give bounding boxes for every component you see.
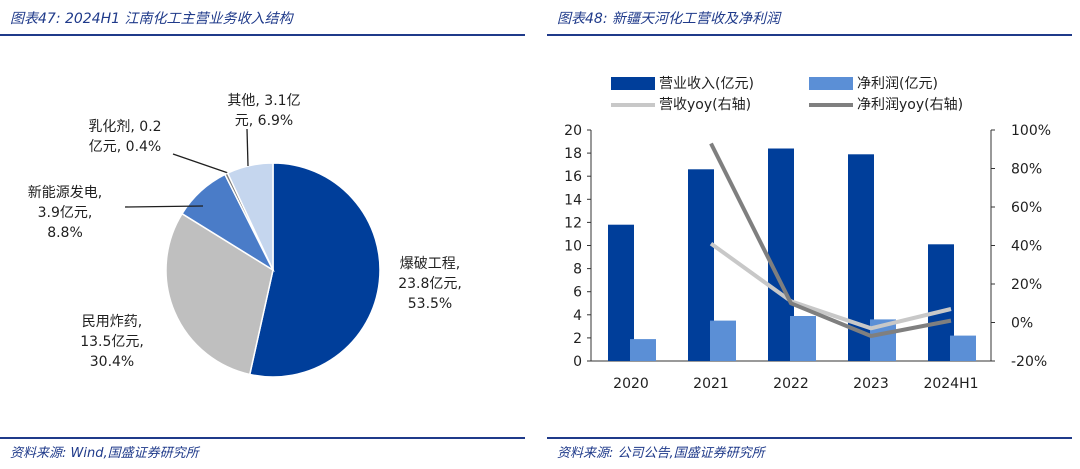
legend-label: 净利润yoy(右轴) — [857, 97, 963, 113]
pie-leader-line — [172, 153, 232, 175]
pie-slice-label: 爆破工程, — [400, 256, 460, 272]
right-figure-panel: 图表48: 新疆天河化工营收及净利润 0 2 4 6 8 10 12 14 16 18 20 -20%… — [547, 0, 1072, 469]
left-y-tick-label: 0 — [573, 354, 582, 370]
left-y-tick-label: 6 — [573, 285, 582, 301]
left-y-tick-label: 20 — [564, 123, 582, 139]
revenue-profit-combo-chart: 0 2 4 6 8 10 12 14 16 18 20 -20% 0% 20% 40% 60% 80% 100% 2… — [564, 76, 1051, 392]
net-profit-bar — [790, 316, 816, 361]
left-source-rule — [0, 437, 525, 439]
right-y-tick-label: 0% — [1011, 316, 1033, 332]
left-y-tick-label: 10 — [564, 239, 582, 255]
net-profit-bar — [950, 335, 976, 361]
left-y-tick-label: 12 — [564, 215, 582, 231]
left-y-tick-label: 18 — [564, 146, 582, 162]
pie-slice-label: 23.8亿元, — [398, 276, 462, 292]
left-y-tick-label: 8 — [573, 262, 582, 278]
right-source-note: 资料来源: 公司公告,国盛证券研究所 — [557, 446, 765, 461]
right-figure-title: 图表48: 新疆天河化工营收及净利润 — [557, 11, 780, 27]
revenue-bar — [608, 224, 634, 361]
revenue-bar — [768, 148, 794, 361]
right-y-tick-label: 20% — [1011, 277, 1042, 293]
pie-slice-label: 乳化剂, 0.2 — [88, 119, 161, 135]
net-profit-yoy-line — [709, 142, 952, 338]
legend-label: 营业收入(亿元) — [659, 76, 754, 92]
x-category-label: 2023 — [853, 376, 889, 392]
x-category-label: 2022 — [773, 376, 809, 392]
left-source-note: 资料来源: Wind,国盛证券研究所 — [10, 446, 199, 461]
left-figure-panel: 图表47: 2024H1 江南化工主营业务收入结构 爆破工程, 23.8亿元, 53… — [0, 0, 525, 469]
pie-slice-label: 8.8% — [47, 225, 83, 241]
revenue-bar — [928, 244, 954, 361]
legend-swatch — [611, 77, 655, 90]
pie-slice-label: 30.4% — [90, 354, 134, 370]
x-category-label: 2021 — [693, 376, 729, 392]
pie-leader-line — [124, 205, 204, 208]
legend-label: 净利润(亿元) — [857, 76, 938, 92]
net-profit-bar — [630, 339, 656, 361]
left-y-tick-label: 14 — [564, 192, 582, 208]
left-y-tick-label: 4 — [573, 308, 582, 324]
right-source-rule — [547, 437, 1072, 439]
right-y-tick-label: 80% — [1011, 162, 1042, 178]
pie-leader-line — [246, 128, 249, 167]
right-y-tick-label: 60% — [1011, 200, 1042, 216]
pie-slice — [248, 162, 381, 378]
pie-slice-label: 13.5亿元, — [80, 334, 144, 350]
pie-slice-label: 新能源发电, — [28, 185, 102, 201]
pie-slice-label: 元, 6.9% — [235, 113, 293, 129]
right-y-tick-label: 100% — [1011, 123, 1051, 139]
pie-slice — [226, 162, 274, 271]
left-figure-title: 图表47: 2024H1 江南化工主营业务收入结构 — [10, 11, 293, 27]
x-category-label: 2024H1 — [923, 376, 978, 392]
pie-slice-label: 3.9亿元, — [38, 205, 93, 221]
revenue-structure-pie-chart: 爆破工程, 23.8亿元, 53.5% 民用炸药, 13.5亿元, 30.4% 新能源发电,… — [28, 93, 462, 378]
pie-slice-label: 亿元, 0.4% — [89, 139, 161, 155]
left-y-tick-label: 2 — [573, 331, 582, 347]
pie-slice-label: 民用炸药, — [82, 314, 142, 330]
left-y-tick-label: 16 — [564, 169, 582, 185]
legend-swatch — [809, 77, 853, 90]
revenue-yoy-line — [709, 241, 952, 331]
right-y-tick-label: 40% — [1011, 239, 1042, 255]
revenue-bar — [688, 169, 714, 361]
legend-label: 营收yoy(右轴) — [659, 97, 751, 113]
pie-slice-label: 其他, 3.1亿 — [227, 93, 300, 109]
left-title-rule — [0, 34, 525, 36]
x-category-label: 2020 — [613, 376, 649, 392]
right-title-rule — [547, 34, 1072, 36]
pie-slice-label: 53.5% — [408, 296, 452, 312]
right-y-tick-label: -20% — [1011, 354, 1047, 370]
net-profit-bar — [710, 320, 736, 361]
